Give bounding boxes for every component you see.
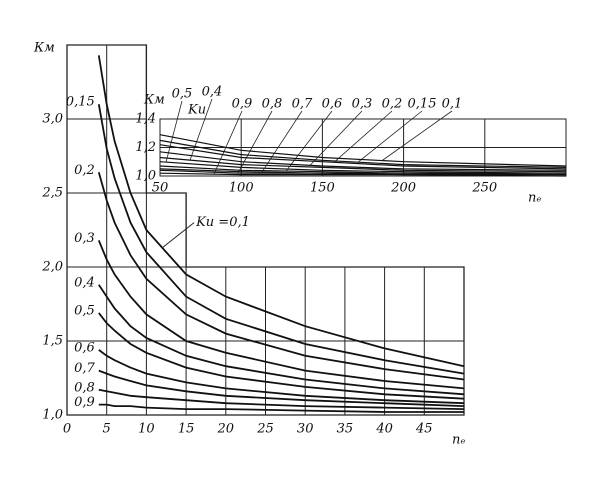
x-tick-label: 10 (138, 422, 155, 437)
series-label: 0,9 (74, 395, 95, 410)
series-label: 0,5 (172, 87, 193, 102)
series-label: 0,5 (74, 303, 95, 318)
series-label: 0,3 (352, 97, 373, 112)
series-label: 0,1 (442, 97, 463, 112)
series-label: 0,6 (74, 340, 95, 355)
curve (159, 134, 567, 167)
y-tick-label: 1,0 (42, 408, 63, 423)
x-tick-label: 5 (103, 422, 111, 437)
series-label: 0,2 (382, 97, 403, 112)
curve (97, 240, 465, 390)
x-tick-label: 200 (390, 181, 416, 196)
series-label: 0,3 (74, 231, 95, 246)
x-tick-label: 20 (217, 422, 235, 437)
y-tick-label: 1,4 (135, 112, 156, 127)
series-label: 0,7 (74, 361, 95, 376)
x-tick-label: 45 (415, 422, 433, 437)
series-label: 0,9 (232, 97, 253, 112)
curve (159, 139, 567, 168)
x-tick-label: 250 (471, 181, 497, 196)
y-axis-label: Км (33, 41, 55, 56)
curve (97, 55, 465, 368)
series-label: 0,7 (292, 97, 313, 112)
x-tick-label: 50 (152, 181, 169, 196)
curve (159, 165, 566, 174)
curve (98, 388, 465, 410)
series-label: 0,4 (74, 275, 95, 290)
y-axis-label: Км (143, 93, 165, 108)
curve (98, 403, 464, 413)
series-label: 0,8 (262, 97, 283, 112)
x-tick-label: 0 (63, 422, 71, 437)
y-tick-label: 2,0 (41, 260, 63, 275)
x-tick-label: 30 (297, 422, 314, 437)
series-label: 0,8 (74, 380, 95, 395)
series-label: Kи =0,1 (195, 215, 250, 230)
y-tick-label: 3,0 (42, 112, 63, 127)
leader-line (309, 110, 363, 166)
curve (98, 312, 465, 400)
y-tick-label: 1,2 (135, 140, 156, 155)
curve (159, 151, 567, 171)
leader-line (165, 100, 183, 163)
x-axis-label: nₑ (528, 191, 541, 206)
x-axis-label: nₑ (452, 433, 465, 448)
x-tick-label: 150 (310, 181, 335, 196)
y-tick-label: 2,5 (41, 186, 63, 201)
x-tick-label: 15 (178, 422, 195, 437)
x-tick-label: 100 (229, 181, 254, 196)
curve (159, 161, 567, 174)
y-tick-label: 1,0 (135, 169, 156, 184)
curve (97, 104, 465, 375)
y-tick-label: 1,5 (42, 334, 63, 349)
curve (98, 369, 465, 407)
curve (159, 144, 567, 170)
series-label: 0,15 (408, 97, 437, 112)
curve (98, 284, 465, 396)
series-label: 0,4 (202, 85, 223, 100)
leader-line (237, 110, 273, 174)
leader-line (285, 110, 333, 172)
series-label: 0,6 (322, 97, 343, 112)
x-tick-label: 40 (375, 422, 393, 437)
legend-title: Kи (187, 103, 206, 118)
leader-line (357, 110, 423, 163)
curve (97, 172, 465, 381)
leader-line (161, 222, 195, 249)
x-tick-label: 25 (256, 422, 274, 437)
leader-line (213, 110, 243, 175)
leader-line (333, 110, 393, 163)
curve (159, 156, 567, 173)
x-tick-label: 35 (337, 422, 354, 437)
curve (98, 349, 465, 405)
series-label: 0,2 (74, 163, 95, 178)
leader-line (381, 110, 453, 161)
leader-line (261, 110, 303, 173)
series-label: 0,15 (66, 95, 95, 110)
